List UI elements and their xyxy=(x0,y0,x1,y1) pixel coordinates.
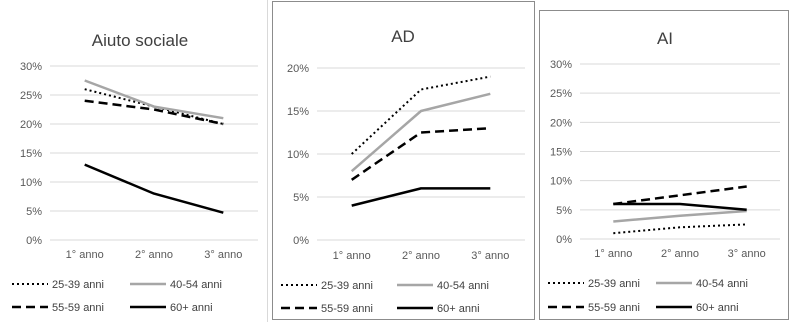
y-tick-label: 15% xyxy=(550,147,572,159)
chart-panel-ad: AD 0% 5% 10% 15% 20% 1° anno 2° anno 3° anno 25-3… xyxy=(272,1,535,320)
y-tick-label: 25% xyxy=(550,88,572,100)
series-line-40-54-anni xyxy=(350,92,491,173)
x-tick-label: 2° anno xyxy=(661,248,699,260)
chart-title-ad: AD xyxy=(391,27,415,46)
y-tick-label: 20% xyxy=(20,119,42,131)
y-tick-label: 10% xyxy=(550,176,572,188)
legend-label-25-39-anni: 25-39 anni xyxy=(52,279,104,291)
x-tick-label: 1° anno xyxy=(594,248,632,260)
x-tick-label: 1° anno xyxy=(66,249,104,261)
x-tick-label: 2° anno xyxy=(402,250,440,262)
chart-title-aiuto-sociale: Aiuto sociale xyxy=(92,31,188,50)
chart-title-ai: AI xyxy=(657,29,673,48)
y-tick-label: 0% xyxy=(26,235,42,247)
y-tick-label: 5% xyxy=(26,206,42,218)
legend-label-60-anni: 60+ anni xyxy=(437,303,480,315)
y-tick-label: 10% xyxy=(287,149,309,161)
y-tick-label: 10% xyxy=(20,177,42,189)
y-tick-label: 5% xyxy=(556,205,572,217)
y-tick-label: 20% xyxy=(550,117,572,129)
chart-panel-ai: AI 0% 5% 10% 15% 20% 25% 30% 1° anno 2° anno 3° an… xyxy=(539,10,789,320)
x-tick-label: 3° anno xyxy=(204,249,242,261)
chart-ad: AD 0% 5% 10% 15% 20% 1° anno 2° anno 3° anno 25-3… xyxy=(281,27,525,315)
series-line-60-anni xyxy=(351,187,491,207)
legend-label-60-anni: 60+ anni xyxy=(696,302,739,314)
x-tick-label: 3° anno xyxy=(471,250,509,262)
legend-label-40-54-anni: 40-54 anni xyxy=(437,280,489,292)
legend-label-60-anni: 60+ anni xyxy=(170,302,213,314)
series-line-55-59-anni xyxy=(613,185,747,206)
series-line-40-54-anni xyxy=(613,209,747,223)
legend-label-55-59-anni: 55-59 anni xyxy=(588,302,640,314)
legend-label-40-54-anni: 40-54 anni xyxy=(170,279,222,291)
series-line-40-54-anni xyxy=(84,79,224,120)
legend-label-25-39-anni: 25-39 anni xyxy=(588,278,640,290)
y-tick-label: 30% xyxy=(550,59,572,71)
legend-label-55-59-anni: 55-59 anni xyxy=(321,303,373,315)
y-tick-label: 5% xyxy=(293,192,309,204)
y-tick-label: 15% xyxy=(20,148,42,160)
series-line-60-anni xyxy=(613,202,747,212)
y-tick-label: 20% xyxy=(287,63,309,75)
legend-label-40-54-anni: 40-54 anni xyxy=(696,278,748,290)
legend-label-55-59-anni: 55-59 anni xyxy=(52,302,104,314)
series-line-25-39-anni xyxy=(613,223,747,235)
x-tick-label: 3° anno xyxy=(728,248,766,260)
chart-aiuto-sociale: Aiuto sociale 0% 5% 10% 15% 20% 25% 30% 1° anno 2… xyxy=(12,31,258,314)
y-tick-label: 30% xyxy=(20,61,42,73)
series-line-60-anni xyxy=(84,163,224,214)
x-tick-label: 1° anno xyxy=(333,250,371,262)
chart-ai: AI 0% 5% 10% 15% 20% 25% 30% 1° anno 2° anno 3° an… xyxy=(548,29,780,314)
chart-panel-aiuto-sociale: Aiuto sociale 0% 5% 10% 15% 20% 25% 30% 1° anno 2… xyxy=(0,0,268,322)
y-tick-label: 0% xyxy=(293,235,309,247)
legend-label-25-39-anni: 25-39 anni xyxy=(321,280,373,292)
series-line-55-59-anni xyxy=(84,99,224,126)
x-tick-label: 2° anno xyxy=(135,249,173,261)
series-line-55-59-anni xyxy=(350,126,491,181)
y-tick-label: 0% xyxy=(556,234,572,246)
y-tick-label: 25% xyxy=(20,90,42,102)
y-tick-label: 15% xyxy=(287,106,309,118)
series-line-25-39-anni xyxy=(351,75,491,155)
